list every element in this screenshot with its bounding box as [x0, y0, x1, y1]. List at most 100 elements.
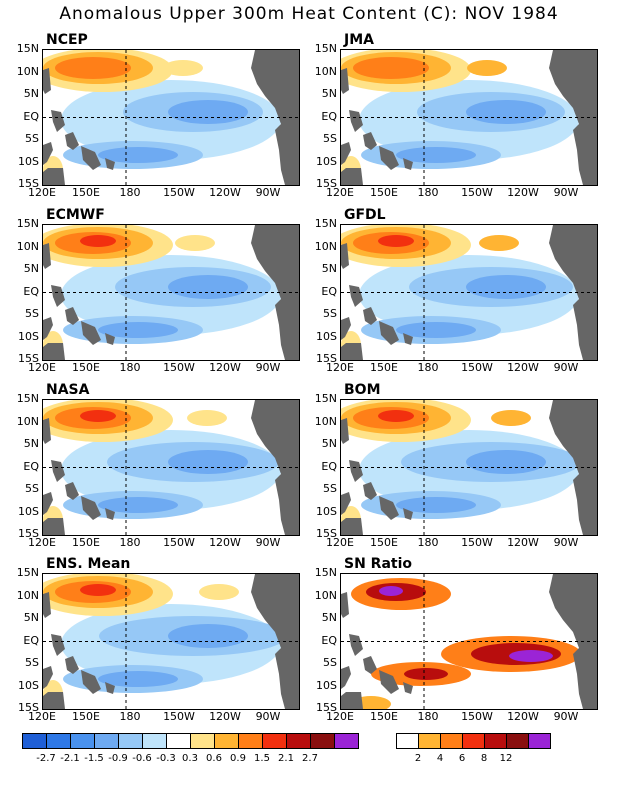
cool-anomaly-region — [466, 275, 546, 299]
cool-anomaly-region — [98, 497, 178, 513]
map-canvas — [43, 50, 299, 185]
longitude-label: 120W — [507, 186, 539, 199]
colorbar-tick-label: 0.3 — [182, 753, 198, 764]
longitude-label: 150E — [370, 536, 398, 549]
cool-anomaly-region — [396, 147, 476, 163]
warm-anomaly-region — [467, 60, 507, 76]
latitude-label: 15N — [314, 392, 337, 405]
latitude-label: 10S — [316, 678, 337, 692]
map-panel — [340, 573, 598, 710]
latitude-label: 15S — [18, 177, 39, 190]
land-mask — [43, 50, 299, 185]
latitude-label: EQ — [321, 633, 337, 647]
cool-anomaly-region — [168, 624, 248, 648]
latitude-label: 15N — [314, 217, 337, 230]
cool-anomaly-region — [168, 275, 248, 299]
longitude-label: 90W — [553, 186, 579, 199]
map-panel — [42, 224, 300, 361]
longitude-label: 150W — [461, 186, 493, 199]
panel-name: NCEP — [46, 32, 88, 48]
longitude-label: 180 — [417, 361, 439, 374]
longitude-label: 120E — [326, 361, 354, 374]
longitude-label: 150W — [163, 361, 195, 374]
longitude-label: 90W — [553, 361, 579, 374]
cool-anomaly-region — [98, 322, 178, 338]
map-canvas — [341, 225, 597, 360]
longitude-label: 180 — [119, 710, 141, 723]
colorbar-swatch — [418, 733, 441, 749]
latitude-label: 15N — [16, 217, 39, 230]
colorbar-swatch — [46, 733, 71, 749]
cool-anomaly-region — [396, 497, 476, 513]
longitude-label: 90W — [553, 710, 579, 723]
reference-lines — [43, 574, 299, 709]
colorbar-tick-label: -0.9 — [108, 753, 128, 764]
panel-name: JMA — [344, 32, 374, 48]
latitude-label: 15N — [314, 566, 337, 579]
longitude-label: 90W — [553, 536, 579, 549]
latitude-label: 10N — [16, 588, 39, 602]
cool-anomaly-region — [396, 322, 476, 338]
cool-anomaly-region — [168, 450, 248, 474]
colorbar-tick-label: -2.7 — [36, 753, 56, 764]
latitude-label: 15N — [314, 42, 337, 55]
map-canvas — [341, 400, 597, 535]
latitude-label: EQ — [23, 633, 39, 647]
land-mask — [43, 574, 299, 709]
longitude-label: 150W — [163, 536, 195, 549]
panel-name: NASA — [46, 382, 90, 398]
longitude-label: 120W — [507, 361, 539, 374]
latitude-label: 5N — [23, 262, 39, 275]
warm-anomaly-region — [55, 57, 131, 79]
panel-name: ENS. Mean — [46, 556, 131, 572]
latitude-label: 10S — [316, 154, 337, 168]
latitude-label: 15N — [16, 566, 39, 579]
colorbar-swatch — [506, 733, 529, 749]
colorbar-tick-label: -0.6 — [132, 753, 152, 764]
map-canvas — [43, 225, 299, 360]
latitude-label: 5N — [321, 262, 337, 275]
reference-lines — [341, 400, 597, 535]
latitude-label: 15S — [18, 352, 39, 365]
cool-anomaly-region — [98, 671, 178, 687]
sn-ratio-region — [404, 668, 448, 680]
map-panel — [340, 224, 598, 361]
colorbar-swatch — [22, 733, 47, 749]
latitude-label: 10S — [18, 154, 39, 168]
longitude-label: 120E — [326, 186, 354, 199]
colorbar-swatch — [286, 733, 311, 749]
latitude-label: 10S — [316, 329, 337, 343]
longitude-label: 120E — [326, 536, 354, 549]
longitude-label: 120W — [507, 536, 539, 549]
colorbar-swatch — [214, 733, 239, 749]
latitude-label: 10S — [18, 329, 39, 343]
warm-anomaly-region — [479, 235, 519, 251]
colorbar-swatch — [262, 733, 287, 749]
longitude-label: 150E — [72, 186, 100, 199]
latitude-label: 15S — [316, 701, 337, 714]
latitude-label: 10S — [18, 504, 39, 518]
colorbar-swatch — [462, 733, 485, 749]
warm-anomaly-region — [353, 57, 429, 79]
colorbar-tick-label: 0.9 — [230, 753, 246, 764]
latitude-label: 5N — [23, 611, 39, 624]
colorbar-tick-label: 2 — [414, 753, 422, 764]
latitude-label: 5N — [23, 87, 39, 100]
map-panel — [42, 573, 300, 710]
warm-anomaly-region — [491, 410, 531, 426]
longitude-label: 120W — [209, 186, 241, 199]
latitude-label: 15S — [316, 177, 337, 190]
longitude-label: 120W — [507, 710, 539, 723]
longitude-label: 120E — [28, 536, 56, 549]
colorbar-swatch — [118, 733, 143, 749]
colorbar-swatch — [70, 733, 95, 749]
colorbar-swatch — [166, 733, 191, 749]
latitude-label: EQ — [321, 284, 337, 298]
colorbar-swatch — [142, 733, 167, 749]
warm-anomaly-region — [80, 584, 116, 596]
colorbar-tick-label: 12 — [499, 753, 513, 764]
latitude-label: 15N — [16, 392, 39, 405]
latitude-label: 10N — [314, 239, 337, 253]
longitude-label: 150W — [461, 361, 493, 374]
panel-name: BOM — [344, 382, 381, 398]
